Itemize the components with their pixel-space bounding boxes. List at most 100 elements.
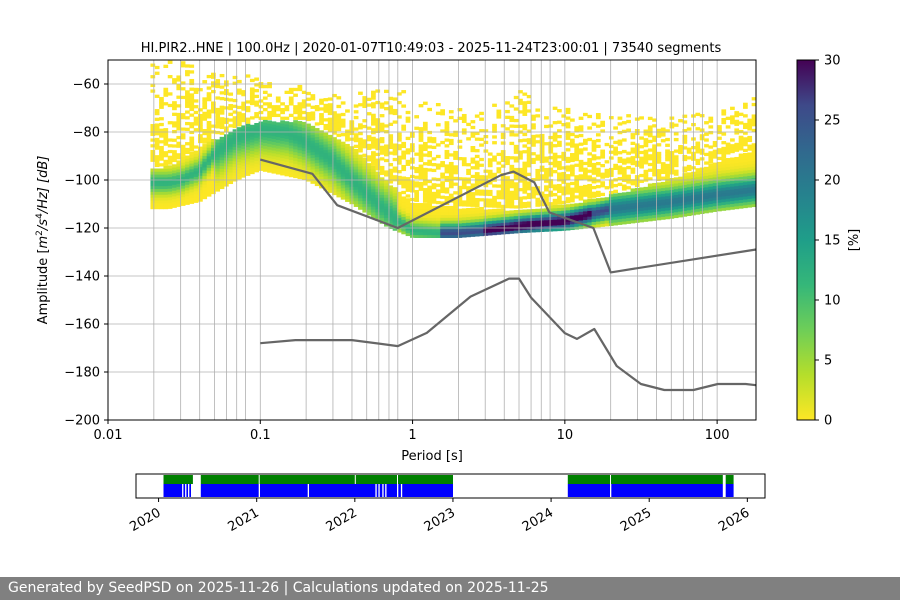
heatmap-cell	[743, 102, 748, 106]
heatmap-cell	[206, 112, 212, 116]
heatmap-cell	[418, 176, 424, 180]
heatmap-cell	[738, 159, 744, 163]
heatmap-cell	[358, 200, 363, 204]
heatmap-cell	[418, 104, 424, 108]
heatmap-cell	[375, 100, 381, 105]
heatmap-cell	[384, 223, 389, 227]
heatmap-cell	[591, 171, 597, 175]
heatmap-cell	[587, 163, 593, 168]
heatmap-cell	[548, 219, 554, 223]
heatmap-cell	[150, 171, 156, 175]
heatmap-cell	[673, 206, 679, 210]
heatmap-cell	[652, 173, 657, 177]
heatmap-cell	[669, 159, 675, 163]
heatmap-cell	[297, 108, 303, 112]
heatmap-cell	[371, 171, 376, 175]
heatmap-cell	[626, 180, 631, 184]
heatmap-cell	[686, 209, 692, 214]
heatmap-cell	[678, 199, 683, 203]
heatmap-cell	[215, 119, 221, 123]
heatmap-cell	[665, 163, 670, 168]
heatmap-cell	[743, 190, 748, 194]
heatmap-cell	[340, 164, 346, 168]
heatmap-cell	[721, 193, 727, 197]
heatmap-cell	[544, 116, 549, 120]
heatmap-cell	[405, 232, 411, 237]
heatmap-cell	[306, 160, 311, 165]
heatmap-cell	[630, 167, 636, 171]
heatmap-cell	[738, 129, 744, 134]
heatmap-cell	[483, 226, 489, 231]
heatmap-cell	[721, 141, 727, 145]
heatmap-cell	[293, 140, 298, 144]
heatmap-cell	[660, 202, 666, 206]
heatmap-cell	[362, 124, 368, 129]
heatmap-cell	[431, 234, 437, 238]
heatmap-cell	[751, 183, 757, 187]
heatmap-cell	[340, 187, 346, 192]
heatmap-cell	[422, 205, 428, 210]
heatmap-cell	[275, 125, 281, 129]
heatmap-cell	[193, 190, 199, 195]
heatmap-cell	[267, 152, 272, 156]
data-gap	[182, 484, 184, 497]
heatmap-cell	[384, 101, 389, 105]
heatmap-cell	[215, 113, 221, 117]
heatmap-cell	[665, 207, 670, 211]
heatmap-cell	[444, 214, 450, 218]
timeline-tick-label: 2020	[127, 505, 163, 535]
heatmap-cell	[236, 176, 242, 180]
heatmap-cell	[535, 228, 541, 233]
heatmap-cell	[457, 228, 463, 233]
heatmap-cell	[418, 181, 424, 186]
heatmap-cell	[751, 166, 757, 170]
heatmap-cell	[301, 147, 307, 152]
heatmap-cell	[561, 189, 567, 193]
heatmap-cell	[474, 163, 480, 167]
heatmap-cell	[466, 194, 471, 199]
heatmap-cell	[600, 220, 606, 224]
data-span	[163, 484, 191, 497]
heatmap-cell	[288, 96, 294, 100]
heatmap-cell	[232, 149, 238, 153]
heatmap-cell	[189, 78, 195, 83]
heatmap-cell	[526, 201, 532, 205]
heatmap-cell	[180, 153, 186, 157]
heatmap-cell	[725, 125, 731, 129]
heatmap-cell	[150, 200, 156, 204]
heatmap-cell	[565, 116, 571, 120]
heatmap-cell	[500, 190, 506, 194]
heatmap-cell	[163, 136, 169, 140]
heatmap-cell	[154, 146, 160, 150]
heatmap-cell	[613, 210, 618, 214]
heatmap-cell	[375, 191, 381, 196]
heatmap-cell	[548, 190, 554, 194]
heatmap-cell	[163, 197, 169, 201]
heatmap-cell	[682, 140, 688, 144]
heatmap-cell	[513, 150, 519, 154]
heatmap-cell	[254, 148, 259, 153]
heatmap-cell	[470, 160, 476, 164]
heatmap-cell	[682, 184, 688, 188]
heatmap-cell	[448, 220, 454, 224]
heatmap-cell	[747, 155, 753, 159]
heatmap-cell	[743, 178, 748, 183]
heatmap-cell	[232, 143, 238, 147]
heatmap-cell	[172, 155, 177, 160]
heatmap-cell	[306, 140, 311, 145]
heatmap-cell	[652, 211, 657, 216]
heatmap-cell	[453, 191, 458, 195]
heatmap-cell	[444, 190, 450, 194]
heatmap-cell	[414, 192, 420, 197]
heatmap-cell	[254, 169, 259, 173]
heatmap-cell	[487, 192, 493, 197]
heatmap-cell	[323, 149, 329, 154]
heatmap-cell	[336, 153, 342, 158]
heatmap-cell	[734, 180, 740, 184]
heatmap-cell	[271, 150, 277, 154]
heatmap-cell	[730, 186, 735, 190]
heatmap-cell	[734, 205, 740, 210]
heatmap-cell	[652, 208, 657, 213]
heatmap-cell	[673, 183, 679, 187]
heatmap-cell	[595, 161, 601, 166]
